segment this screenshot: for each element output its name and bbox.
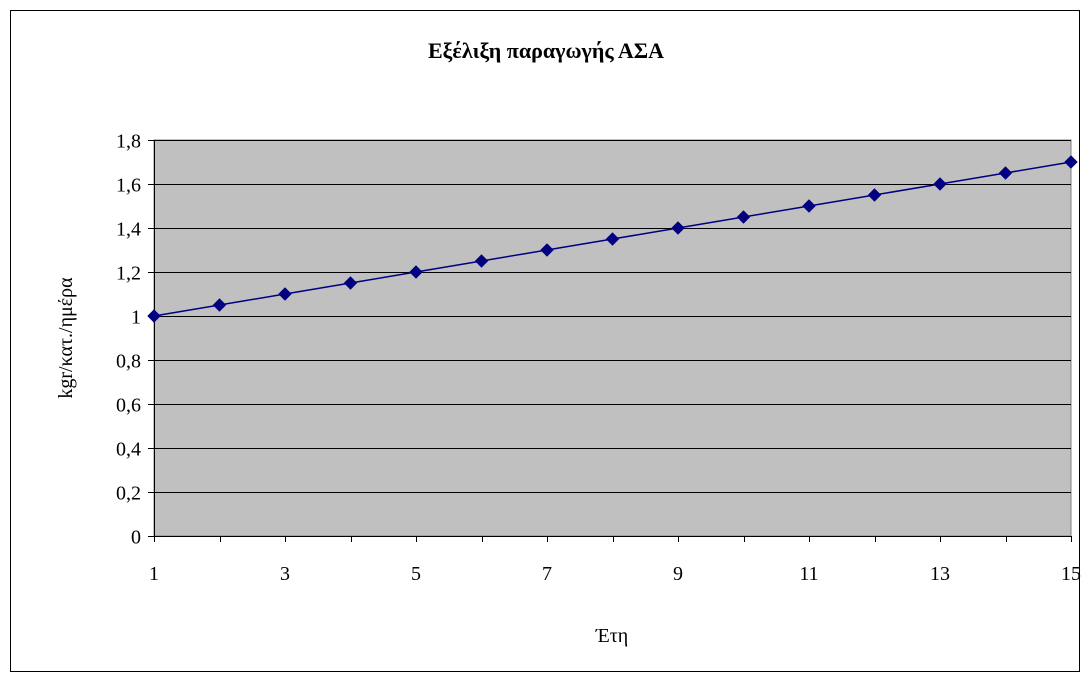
y-tick-label-2: 0,4 — [116, 439, 141, 461]
x-tick-label-4: 9 — [673, 563, 683, 585]
x-tick-label-7: 15 — [1061, 563, 1081, 585]
data-point-0-4 — [409, 265, 423, 279]
grid-lines — [154, 140, 1071, 537]
y-axis-ticks: 0 0,2 0,4 0,6 0,8 1 1,2 1,4 1,6 1,8 — [116, 131, 154, 549]
x-tick-label-0: 1 — [149, 563, 159, 585]
y-tick-label-3: 0,6 — [116, 395, 141, 417]
y-tick-label-9: 1,8 — [116, 131, 141, 153]
y-tick-label-4: 0,8 — [116, 351, 141, 373]
data-point-0-3 — [343, 276, 358, 290]
plot-area — [153, 139, 1072, 537]
data-point-0-7 — [605, 232, 620, 246]
x-axis-label: Έτη — [595, 625, 628, 647]
x-tick-label-1: 3 — [280, 563, 290, 585]
y-tick-label-7: 1,4 — [116, 219, 141, 241]
data-point-0-6 — [540, 243, 554, 257]
data-point-0-14 — [1064, 155, 1078, 169]
y-tick-label-8: 1,6 — [116, 175, 141, 197]
chart-title: Εξέλιξη παραγωγής ΑΣΑ — [428, 38, 664, 63]
data-point-0-13 — [998, 166, 1013, 180]
x-axis-ticks: 1 3 5 7 9 11 13 15 — [149, 536, 1081, 585]
data-point-0-8 — [671, 221, 685, 235]
data-point-0-2 — [278, 287, 292, 301]
data-point-0-9 — [736, 210, 751, 224]
data-point-0-12 — [933, 177, 947, 191]
chart-frame: Εξέλιξη παραγωγής ΑΣΑ 0 0,2 0,4 0,6 0,8 1 1,2 1… — [10, 10, 1081, 672]
chart-svg: Εξέλιξη παραγωγής ΑΣΑ 0 0,2 0,4 0,6 0,8 1 1,2 1… — [55, 38, 1081, 647]
data-point-0-11 — [867, 188, 882, 202]
y-tick-label-5: 1 — [131, 307, 141, 329]
x-tick-label-3: 7 — [542, 563, 552, 585]
series-group — [147, 155, 1078, 323]
data-point-0-10 — [802, 199, 816, 213]
data-point-0-5 — [474, 254, 489, 268]
data-point-0-1 — [212, 298, 227, 312]
y-tick-label-1: 0,2 — [116, 483, 141, 505]
data-point-0-0 — [147, 309, 161, 323]
x-tick-label-6: 13 — [930, 563, 950, 585]
y-tick-label-6: 1,2 — [116, 263, 141, 285]
x-tick-label-2: 5 — [411, 563, 421, 585]
x-tick-label-5: 11 — [799, 563, 818, 585]
y-tick-label-0: 0 — [131, 527, 141, 549]
y-axis-label: kgr/κατ./ημέρα — [55, 277, 77, 399]
